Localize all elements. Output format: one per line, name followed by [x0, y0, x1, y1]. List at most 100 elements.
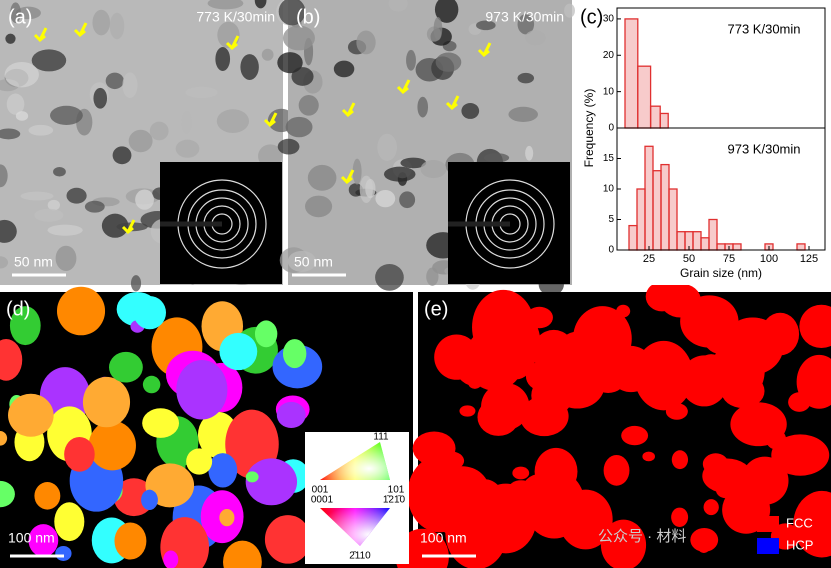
grain: [383, 166, 416, 182]
arrow: [73, 22, 88, 38]
grain: [0, 219, 17, 243]
grain: [54, 502, 85, 542]
annotation: 973 K/30min: [728, 141, 801, 156]
grain: [141, 489, 158, 511]
ipf-label: 101: [388, 485, 405, 496]
grain: [186, 448, 213, 475]
grain: [434, 334, 479, 380]
grain: [377, 133, 397, 161]
grain: [751, 457, 769, 472]
grain: [28, 124, 54, 136]
ebsd-phase-map: [395, 281, 831, 568]
bar: [796, 243, 806, 251]
ipf-label: 111: [373, 432, 389, 443]
grain: [254, 0, 267, 9]
grain: [525, 145, 534, 161]
annotation: 773 K/30min: [728, 21, 801, 36]
grain: [55, 245, 77, 271]
bar: [624, 18, 639, 129]
grain: [9, 306, 41, 346]
grain: [333, 60, 355, 78]
x-tick-label: 125: [800, 253, 818, 265]
legend-label: HCP: [786, 537, 813, 552]
micrograph-b: [276, 0, 575, 296]
grain: [130, 275, 142, 292]
grain: [305, 195, 333, 218]
grain: [149, 121, 169, 141]
grain: [375, 189, 396, 208]
x-tick-label: 25: [643, 253, 655, 265]
y-tick-label: 10: [603, 86, 615, 97]
grain: [429, 498, 453, 517]
grain: [56, 286, 106, 336]
grain: [483, 153, 510, 163]
grain: [31, 49, 67, 72]
grain: [50, 105, 83, 125]
ipf-label: 1̄21̄0: [383, 495, 406, 506]
grain: [277, 52, 303, 74]
legend-label: FCC: [786, 515, 813, 530]
grain: [715, 481, 737, 499]
arrow: [396, 79, 411, 95]
grain: [702, 453, 729, 475]
bar: [628, 224, 638, 251]
bar: [649, 105, 661, 129]
grain: [261, 48, 274, 61]
grain: [20, 191, 54, 201]
panel-label: (e): [424, 298, 448, 320]
grain: [701, 312, 739, 354]
grain: [163, 550, 179, 568]
panel-label: (b): [296, 6, 320, 28]
grain: [0, 480, 15, 508]
bar: [660, 163, 670, 251]
bar: [668, 188, 678, 251]
grain: [0, 164, 8, 188]
histogram-panel: 0 10 20 30 773 K/30min Frequency (%) 0 5 10 15 25 5…: [575, 0, 831, 285]
grain: [665, 403, 688, 420]
bar: [652, 170, 662, 251]
grain: [420, 160, 447, 179]
grain: [435, 52, 462, 72]
grain: [142, 408, 180, 438]
grain: [34, 208, 64, 222]
grain: [145, 463, 195, 508]
grain: [92, 9, 111, 36]
grain: [10, 2, 21, 23]
grain: [216, 109, 250, 134]
grain: [240, 54, 259, 80]
grain: [135, 189, 154, 210]
grain: [445, 496, 508, 568]
grain: [278, 0, 306, 26]
grain: [185, 86, 218, 99]
grain: [433, 17, 443, 41]
condition: 973 K/30min: [485, 9, 564, 25]
grain: [744, 407, 758, 422]
watermark: 公众号 · 材料: [598, 528, 686, 545]
y-tick-label: 10: [603, 184, 615, 195]
ipf-label: 2̄110: [349, 551, 371, 562]
grain: [287, 250, 317, 272]
arrow: [121, 219, 136, 235]
bar: [659, 112, 669, 129]
grain: [437, 451, 465, 471]
arrow: [477, 42, 492, 58]
grain: [525, 30, 546, 46]
grain: [352, 158, 362, 185]
grain: [0, 430, 8, 446]
grain: [603, 454, 630, 486]
grain: [521, 473, 560, 511]
arrow: [445, 95, 460, 111]
grain: [642, 451, 655, 462]
grain: [525, 361, 556, 391]
grain: [375, 263, 404, 291]
grain: [105, 72, 124, 90]
grain: [690, 527, 719, 552]
grain: [8, 393, 54, 437]
grain: [4, 61, 39, 88]
condition: 773 K/30min: [196, 9, 275, 25]
scale-label: 100 nm: [420, 530, 467, 546]
grain: [15, 111, 29, 121]
grain: [122, 72, 138, 98]
grain: [15, 6, 41, 20]
